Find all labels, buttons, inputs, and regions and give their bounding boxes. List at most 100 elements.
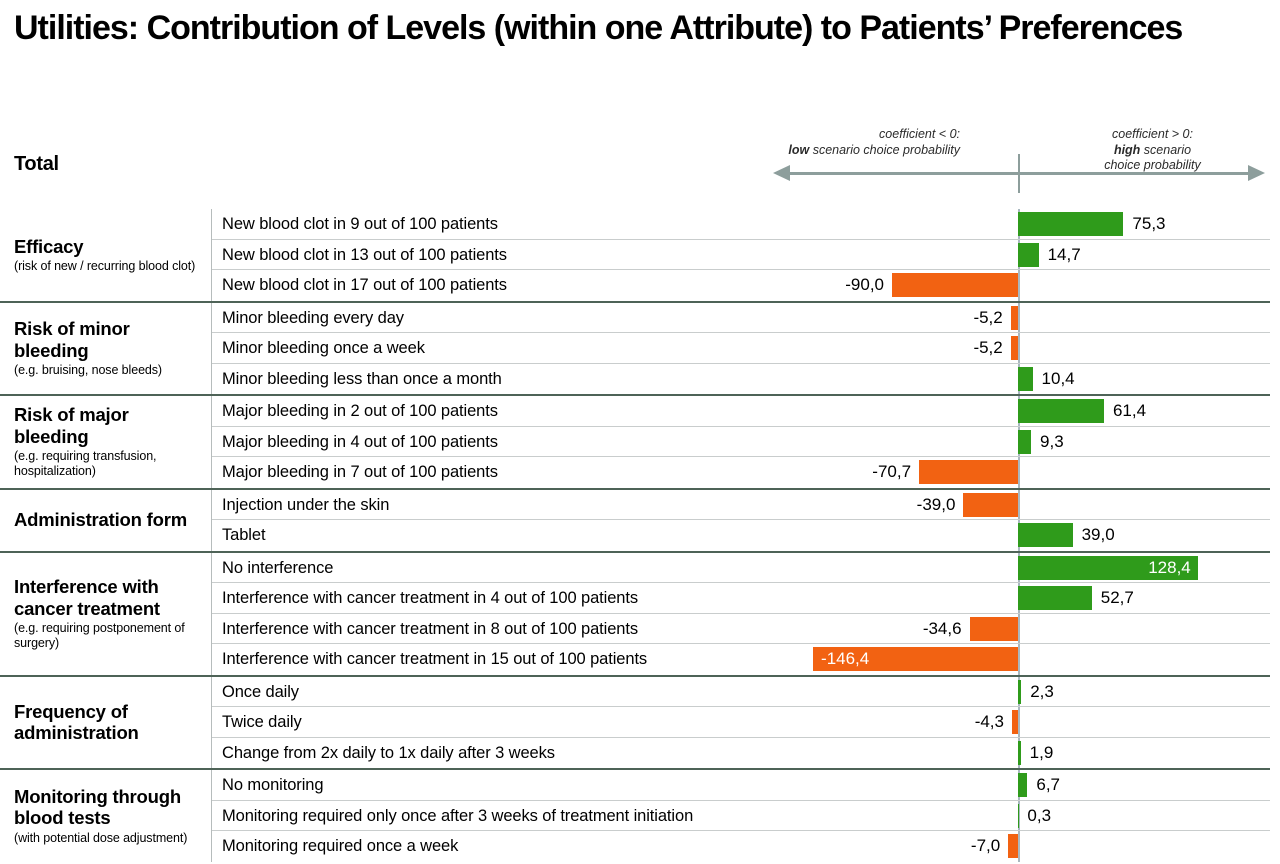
total-label: Total xyxy=(14,153,59,175)
positive-bar xyxy=(1018,740,1021,765)
negative-bar xyxy=(1008,834,1018,858)
level-row: Once daily 2,3 xyxy=(212,677,1270,707)
attribute-name: Monitoring through blood tests xyxy=(14,785,181,829)
negative-bar xyxy=(919,460,1018,484)
level-label: Interference with cancer treatment in 15… xyxy=(222,650,648,668)
negative-bar xyxy=(1010,336,1018,360)
level-label: Change from 2x daily to 1x daily after 3… xyxy=(222,743,555,762)
level-rows: No monitoring 6,7 Monitoring required only… xyxy=(212,770,1270,862)
level-row: Minor bleeding once a week -5,2 xyxy=(212,333,1270,364)
attribute-group: Risk of major bleeding (e.g. requiring tr… xyxy=(0,394,1270,488)
bar-value-label: 6,7 xyxy=(1036,775,1061,794)
level-row: New blood clot in 9 out of 100 patients 7… xyxy=(212,209,1270,240)
positive-bar xyxy=(1018,586,1092,610)
negative-bar xyxy=(963,492,1018,517)
attribute-name: Administration form xyxy=(14,509,187,531)
bar-value-label: -5,2 xyxy=(973,307,1003,327)
bar-value-label: -34,6 xyxy=(922,618,962,638)
attribute-group: Administration form Injection under the s… xyxy=(0,487,1270,551)
level-row: Major bleeding in 7 out of 100 patients -… xyxy=(212,457,1270,488)
attribute-name: Risk of minor bleeding xyxy=(14,318,130,361)
level-label: Injection under the skin xyxy=(222,495,390,514)
bar-value-label: -39,0 xyxy=(916,494,956,514)
bar-value-label: 61,4 xyxy=(1112,401,1147,420)
level-label: Minor bleeding once a week xyxy=(222,339,425,357)
positive-bar xyxy=(1018,679,1022,704)
attribute-subtitle: (risk of new / recurring blood clot) xyxy=(14,258,196,273)
attribute-label-cell: Interference with cancer treatment (e.g. … xyxy=(0,552,212,675)
level-rows: Once daily 2,3 Twice daily -4,3 Change from … xyxy=(212,677,1270,769)
attribute-subtitle: (e.g. requiring transfusion, hospitaliza… xyxy=(14,449,157,479)
negative-axis-annotation: coefficient < 0: low scenario choice pro… xyxy=(600,127,960,158)
attribute-name: Interference with cancer treatment xyxy=(14,576,160,619)
bar-value-label: 1,9 xyxy=(1029,742,1054,762)
attribute-group: Interference with cancer treatment (e.g. … xyxy=(0,550,1270,675)
negative-bar xyxy=(892,273,1018,297)
attribute-name: Efficacy xyxy=(14,235,84,257)
bar-value-label: -4,3 xyxy=(974,712,1004,731)
positive-bar xyxy=(1018,399,1104,423)
attribute-label-cell: Frequency of administration xyxy=(0,676,212,768)
bar-value-label: 10,4 xyxy=(1041,368,1075,388)
level-label: New blood clot in 9 out of 100 patients xyxy=(222,215,498,233)
bar-value-label: -146,4 xyxy=(821,649,870,668)
attribute-label-cell: Monitoring through blood tests (with pote… xyxy=(0,770,212,862)
arrow-right-icon xyxy=(1248,165,1265,181)
negative-bar xyxy=(969,616,1018,641)
level-label: No monitoring xyxy=(222,776,324,794)
level-label: No interference xyxy=(222,558,334,577)
level-label: Major bleeding in 7 out of 100 patients xyxy=(222,463,498,481)
attribute-group: Efficacy (risk of new / recurring blood c… xyxy=(0,209,1270,301)
level-row: Interference with cancer treatment in 15… xyxy=(212,644,1270,675)
level-label: Monitoring required only once after 3 we… xyxy=(222,806,694,825)
bar-value-label: -5,2 xyxy=(973,338,1003,357)
level-row: Interference with cancer treatment in 4 … xyxy=(212,583,1270,614)
level-rows: Injection under the skin -39,0 Tablet 39,0 xyxy=(212,490,1270,551)
level-row: Monitoring required only once after 3 we… xyxy=(212,801,1270,831)
positive-bar xyxy=(1018,212,1124,236)
bar-value-label: 52,7 xyxy=(1100,588,1134,607)
attribute-subtitle: (e.g. requiring postponement of surgery) xyxy=(14,620,185,650)
level-row: Minor bleeding every day -5,2 xyxy=(212,303,1270,333)
attribute-label-cell: Efficacy (risk of new / recurring blood c… xyxy=(0,209,212,301)
level-label: Major bleeding in 2 out of 100 patients xyxy=(222,402,498,420)
level-row: Injection under the skin -39,0 xyxy=(212,490,1270,520)
bar-value-label: 9,3 xyxy=(1040,431,1064,451)
positive-annotation-bold: high xyxy=(1113,142,1141,157)
bar-value-label: 0,3 xyxy=(1027,805,1052,825)
level-label: New blood clot in 13 out of 100 patients xyxy=(222,245,507,264)
attribute-group: Risk of minor bleeding (e.g. bruising, no… xyxy=(0,300,1270,395)
level-rows: New blood clot in 9 out of 100 patients 7… xyxy=(212,209,1270,301)
attribute-subtitle: (e.g. bruising, nose bleeds) xyxy=(14,363,162,378)
level-label: Tablet xyxy=(222,526,266,544)
level-rows: Minor bleeding every day -5,2 Minor bleedi… xyxy=(212,303,1270,395)
level-row: Minor bleeding less than once a month 10,… xyxy=(212,364,1270,395)
level-label: New blood clot in 17 out of 100 patients xyxy=(222,276,507,294)
positive-annotation-rest: scenario xyxy=(1140,142,1192,157)
bar-value-label: -7,0 xyxy=(970,836,1001,855)
level-label: Major bleeding in 4 out of 100 patients xyxy=(222,432,498,451)
level-label: Twice daily xyxy=(222,713,302,731)
axis-zero-tick xyxy=(1018,154,1020,193)
attribute-name: Risk of major bleeding xyxy=(14,404,129,447)
page-title: Utilities: Contribution of Levels (withi… xyxy=(14,9,1183,47)
attribute-label-cell: Risk of minor bleeding (e.g. bruising, no… xyxy=(0,302,212,394)
positive-annotation-line3: choice probability xyxy=(1104,158,1201,173)
level-row: Major bleeding in 4 out of 100 patients 9… xyxy=(212,427,1270,457)
negative-annotation-line1: coefficient < 0: xyxy=(879,127,960,141)
positive-bar xyxy=(1018,366,1033,391)
attribute-name: Frequency of administration xyxy=(14,700,139,744)
level-row: Monitoring required once a week -7,0 xyxy=(212,831,1270,862)
negative-annotation-rest: scenario choice probability xyxy=(809,142,960,157)
positive-bar xyxy=(1018,523,1073,547)
bar-value-label: 75,3 xyxy=(1132,214,1166,233)
bar-value-label: -70,7 xyxy=(872,462,912,481)
positive-annotation-line1: coefficient > 0: xyxy=(1112,127,1193,141)
positive-bar xyxy=(1018,555,1198,580)
level-row: No monitoring 6,7 xyxy=(212,770,1270,801)
level-label: Minor bleeding every day xyxy=(222,308,404,327)
attribute-label-cell: Risk of major bleeding (e.g. requiring tr… xyxy=(0,396,212,488)
bar-value-label: 2,3 xyxy=(1030,681,1054,701)
level-row: Change from 2x daily to 1x daily after 3… xyxy=(212,738,1270,769)
negative-bar xyxy=(1011,710,1018,734)
